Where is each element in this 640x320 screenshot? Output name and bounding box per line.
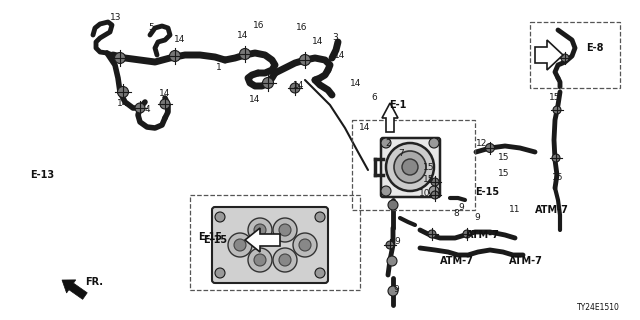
Text: E-15: E-15 [203,235,227,245]
Circle shape [299,239,311,251]
Circle shape [279,254,291,266]
Circle shape [118,86,129,98]
Circle shape [388,286,398,296]
Text: 15: 15 [423,164,435,172]
Text: 14: 14 [159,89,171,98]
Text: ATM-7: ATM-7 [440,256,474,266]
Circle shape [248,248,272,272]
Polygon shape [62,280,87,299]
Circle shape [388,200,398,210]
Circle shape [431,178,439,186]
Text: 12: 12 [476,139,488,148]
Circle shape [402,159,418,175]
Text: 14: 14 [334,51,346,60]
Text: 14: 14 [237,30,249,39]
Circle shape [215,268,225,278]
Circle shape [239,49,250,60]
Polygon shape [535,40,563,70]
Text: E-13: E-13 [30,170,54,180]
Circle shape [262,77,273,89]
Text: 6: 6 [371,92,377,101]
FancyBboxPatch shape [381,138,440,197]
Circle shape [315,268,325,278]
Circle shape [315,212,325,222]
Text: 5: 5 [148,23,154,33]
Text: 15: 15 [499,154,509,163]
Circle shape [429,138,439,148]
Text: E-1: E-1 [389,100,406,110]
Circle shape [429,186,439,196]
Circle shape [394,151,426,183]
Circle shape [561,54,569,62]
Circle shape [386,241,394,249]
Circle shape [552,154,560,162]
Text: 13: 13 [110,13,122,22]
Circle shape [486,143,495,153]
Text: 16: 16 [253,20,265,29]
Text: 15: 15 [423,175,435,185]
Text: 2: 2 [385,139,391,148]
Text: 14: 14 [117,99,129,108]
Circle shape [254,224,266,236]
Circle shape [431,191,439,199]
Text: 9: 9 [394,236,400,245]
Polygon shape [382,103,398,132]
Circle shape [279,224,291,236]
Text: E-15: E-15 [198,232,222,242]
Text: 15: 15 [549,93,561,102]
Circle shape [115,52,125,63]
Text: 14: 14 [250,95,260,105]
FancyBboxPatch shape [212,207,328,283]
Text: 10: 10 [419,189,431,198]
Circle shape [273,248,297,272]
Circle shape [254,254,266,266]
Text: 7: 7 [398,148,404,157]
Circle shape [386,143,434,191]
Circle shape [234,239,246,251]
Circle shape [170,51,180,61]
Text: E-15: E-15 [475,187,499,197]
Circle shape [160,99,170,109]
Polygon shape [245,228,280,252]
Text: 15: 15 [499,169,509,178]
Text: 14: 14 [174,36,186,44]
Text: 3: 3 [332,34,338,43]
Circle shape [381,138,391,148]
Circle shape [300,54,310,66]
Text: 9: 9 [458,203,464,212]
Text: 1: 1 [216,62,222,71]
Text: TY24E1510: TY24E1510 [577,303,620,313]
Text: 16: 16 [296,23,308,33]
Text: 8: 8 [453,209,459,218]
Circle shape [290,83,300,93]
Circle shape [553,106,561,114]
Circle shape [248,218,272,242]
Text: ATM-7: ATM-7 [509,256,543,266]
Text: 15: 15 [552,173,564,182]
Text: 9: 9 [474,213,480,222]
Circle shape [228,233,252,257]
Text: E-8: E-8 [586,43,604,53]
Text: 14: 14 [312,37,324,46]
Text: 4: 4 [144,106,150,115]
Circle shape [381,186,391,196]
Text: 11: 11 [509,205,521,214]
Bar [190,195,360,290]
Text: 14: 14 [293,81,305,90]
Text: ATM-7: ATM-7 [466,230,500,240]
Text: 14: 14 [359,123,371,132]
Text: 14: 14 [350,78,362,87]
Circle shape [273,218,297,242]
Text: FR.: FR. [85,277,103,287]
Circle shape [135,103,145,113]
Circle shape [293,233,317,257]
Circle shape [215,212,225,222]
Bar [352,120,475,210]
Circle shape [428,230,436,238]
Bar [530,22,620,88]
Text: ATM-7: ATM-7 [535,205,569,215]
Circle shape [463,230,471,238]
Circle shape [387,256,397,266]
Text: 9: 9 [393,285,399,294]
